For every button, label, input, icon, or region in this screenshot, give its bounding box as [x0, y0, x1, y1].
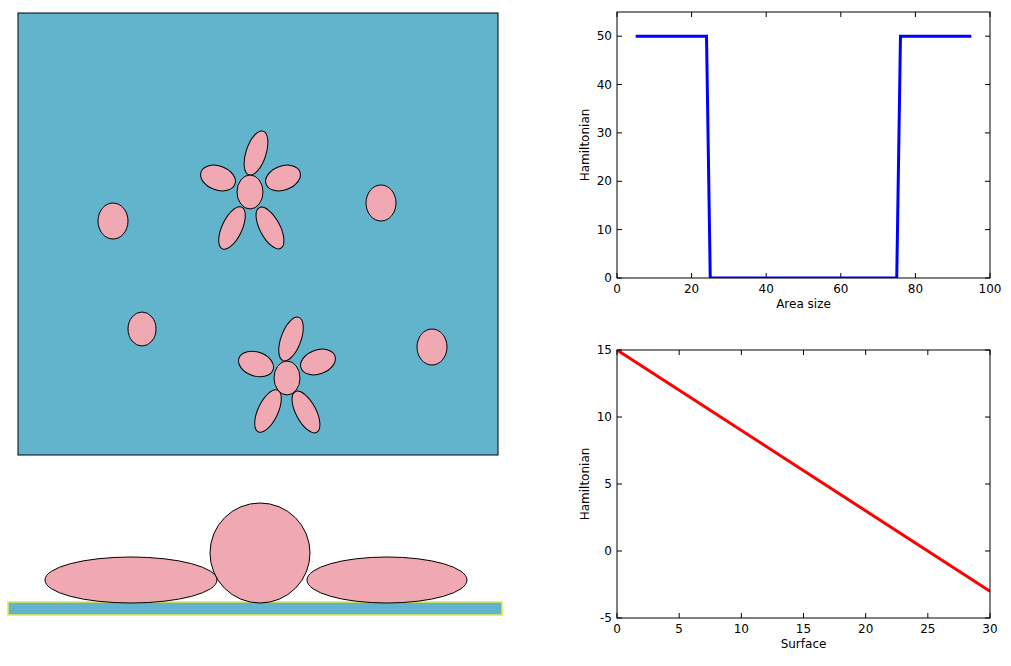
y-tick-label: 50 — [597, 29, 612, 43]
x-axis-title: Surface — [781, 637, 827, 651]
surface-side-view — [8, 602, 502, 615]
x-tick — [915, 273, 916, 278]
x-tick-label: 0 — [613, 622, 621, 636]
x-tick — [691, 273, 692, 278]
x-tick — [741, 613, 742, 618]
y-tick-label: -5 — [600, 611, 612, 625]
y-axis-title: Hamiltonian — [578, 109, 592, 182]
y-tick — [617, 181, 622, 182]
x-tick — [865, 350, 866, 355]
y-tick — [617, 417, 622, 418]
petal — [239, 128, 272, 178]
y-tick — [617, 36, 622, 37]
x-tick-label: 40 — [759, 282, 774, 296]
x-tick — [679, 613, 680, 618]
petal — [235, 347, 277, 381]
x-tick-label: 20 — [858, 622, 873, 636]
flower-center — [274, 361, 300, 395]
petal — [297, 345, 339, 380]
plot-area — [617, 350, 990, 618]
y-tick-label: 5 — [604, 477, 612, 491]
petal — [197, 161, 239, 196]
x-tick — [691, 12, 692, 17]
petal — [286, 387, 325, 437]
data-line — [636, 36, 972, 278]
page: 02040608010001020304050Area sizeHamilton… — [0, 0, 1011, 666]
y-tick-label: 0 — [604, 271, 612, 285]
data-group — [617, 350, 990, 591]
x-tick-label: 30 — [982, 622, 997, 636]
y-tick — [985, 484, 990, 485]
x-tick-label: 20 — [684, 282, 699, 296]
y-tick — [617, 132, 622, 133]
petal-side — [45, 557, 217, 603]
flower-center — [237, 175, 263, 209]
plot-area — [617, 12, 990, 278]
surface-top-view — [18, 13, 498, 455]
diagram — [8, 13, 502, 615]
y-tick-label: 0 — [604, 544, 612, 558]
y-tick — [985, 36, 990, 37]
x-tick — [741, 350, 742, 355]
x-tick — [766, 12, 767, 17]
y-tick — [617, 229, 622, 230]
droplet — [366, 185, 396, 221]
x-tick-label: 60 — [833, 282, 848, 296]
y-tick-label: 40 — [597, 78, 612, 92]
x-axis-title: Area size — [776, 297, 831, 311]
x-tick-label: 15 — [796, 622, 811, 636]
data-line — [617, 350, 990, 591]
y-axis-title: Hamiltonian — [578, 448, 592, 521]
droplet — [128, 312, 156, 346]
droplet — [417, 329, 447, 365]
x-tick — [915, 12, 916, 17]
x-tick-label: 0 — [613, 282, 621, 296]
y-tick — [985, 417, 990, 418]
petal-side — [307, 557, 467, 603]
petal — [213, 203, 251, 253]
x-tick — [865, 613, 866, 618]
y-tick — [985, 84, 990, 85]
petal — [262, 161, 304, 196]
y-tick-label: 15 — [597, 343, 612, 357]
y-tick-label: 10 — [597, 223, 612, 237]
y-tick — [985, 132, 990, 133]
x-tick-label: 5 — [675, 622, 683, 636]
frame — [617, 12, 990, 278]
y-tick-label: 30 — [597, 126, 612, 140]
y-tick — [617, 551, 622, 552]
x-tick — [679, 350, 680, 355]
petal — [250, 203, 289, 253]
x-tick — [803, 350, 804, 355]
x-tick-label: 100 — [979, 282, 1002, 296]
petal — [274, 314, 309, 364]
x-tick-label: 80 — [908, 282, 923, 296]
x-tick — [840, 12, 841, 17]
chart: 051015202530-5051015SurfaceHamiltonian — [578, 343, 998, 651]
y-tick — [617, 484, 622, 485]
x-tick-label: 10 — [734, 622, 749, 636]
x-tick-label: 25 — [920, 622, 935, 636]
chart: 0 20 40 60 80 100 0 10 20 30 40 50 Area size Hamilton… — [578, 12, 1002, 311]
frame — [617, 350, 990, 618]
y-tick — [985, 551, 990, 552]
x-tick — [927, 613, 928, 618]
y-tick — [985, 181, 990, 182]
center-side — [210, 503, 310, 603]
data-group — [636, 36, 972, 278]
x-tick — [927, 350, 928, 355]
x-tick — [803, 613, 804, 618]
y-tick — [617, 84, 622, 85]
droplet — [98, 203, 128, 239]
y-tick — [985, 229, 990, 230]
y-tick-label: 10 — [597, 410, 612, 424]
y-tick-label: 20 — [597, 174, 612, 188]
